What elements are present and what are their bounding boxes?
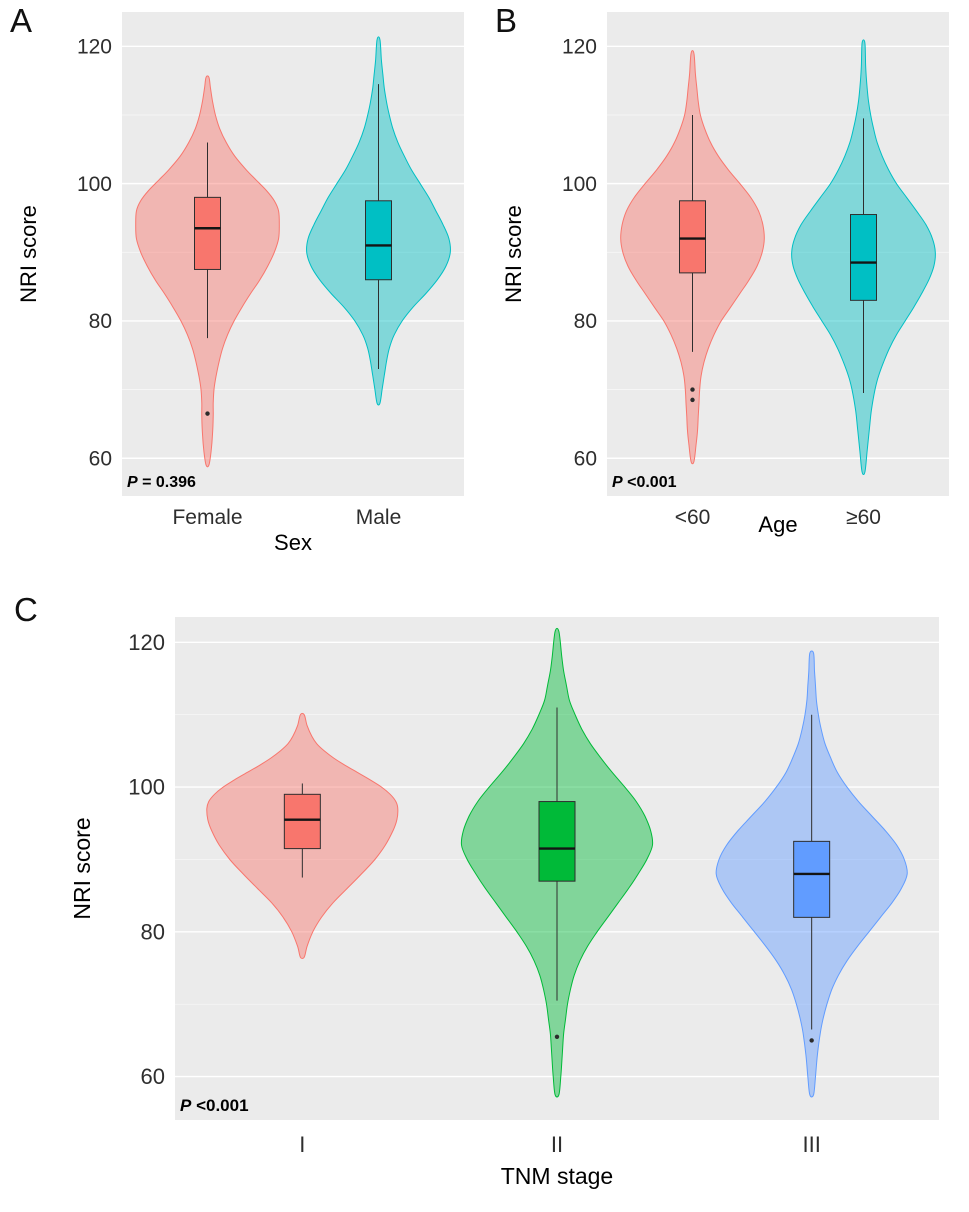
outlier-point bbox=[554, 1034, 560, 1039]
plot-background bbox=[607, 12, 949, 496]
p-value-label: P <0.001 bbox=[180, 1096, 249, 1115]
p-value-label: P = 0.396 bbox=[127, 474, 196, 491]
x-tick-label: Male bbox=[356, 506, 402, 529]
y-tick-label: 100 bbox=[128, 775, 165, 800]
y-tick-label: 60 bbox=[89, 447, 112, 470]
x-tick-label: II bbox=[551, 1132, 563, 1157]
box-≥60 bbox=[850, 214, 877, 301]
p-value-label: P <0.001 bbox=[612, 474, 677, 491]
x-tick-label: ≥60 bbox=[846, 506, 881, 529]
x-tick-label: <60 bbox=[675, 506, 711, 529]
outlier-point bbox=[690, 387, 695, 392]
outlier-point bbox=[690, 397, 695, 403]
box-<60 bbox=[679, 200, 706, 274]
y-axis-title: NRI score bbox=[16, 205, 41, 303]
violin-plot-age: <60 ≥60 60 80 100 120 NRI score Age P <0.001 bbox=[501, 12, 949, 537]
panel-C: I II III 60 80 100 120 NRI score TNM stage P <0.0… bbox=[0, 575, 969, 1212]
y-tick-label: 80 bbox=[141, 919, 165, 944]
y-tick-label: 120 bbox=[77, 35, 112, 58]
y-tick-label: 120 bbox=[562, 35, 597, 58]
outlier-point bbox=[205, 411, 210, 416]
plot-background bbox=[122, 12, 464, 496]
x-tick-label: III bbox=[802, 1132, 820, 1157]
y-tick-label: 60 bbox=[141, 1064, 165, 1089]
y-tick-label: 120 bbox=[128, 630, 165, 655]
panel-B: <60 ≥60 60 80 100 120 NRI score Age P <0.001 B bbox=[485, 0, 969, 570]
box-III bbox=[793, 840, 831, 918]
y-tick-label: 100 bbox=[562, 173, 597, 196]
violin-plot-sex: Female Male 60 80 100 120 NRI score Sex P = 0.39… bbox=[16, 12, 464, 555]
box-II bbox=[538, 801, 576, 882]
box-Female bbox=[194, 196, 221, 270]
panel-letter-B: B bbox=[495, 2, 518, 39]
panel-A: Female Male 60 80 100 120 NRI score Sex P = 0.39… bbox=[0, 0, 484, 570]
outlier-point bbox=[809, 1038, 814, 1043]
box-I bbox=[283, 793, 321, 850]
box-Male bbox=[365, 200, 392, 281]
gridlines bbox=[122, 45, 464, 459]
y-axis-title: NRI score bbox=[501, 205, 526, 303]
x-tick-label: Female bbox=[172, 506, 242, 529]
panel-letter-A: A bbox=[10, 2, 33, 39]
x-axis-title: Age bbox=[758, 512, 797, 537]
x-tick-label: I bbox=[299, 1132, 305, 1157]
y-tick-label: 100 bbox=[77, 173, 112, 196]
y-tick-label: 80 bbox=[89, 310, 112, 333]
x-axis-title: TNM stage bbox=[501, 1163, 613, 1189]
x-axis-title: Sex bbox=[274, 530, 312, 555]
y-tick-label: 60 bbox=[574, 447, 597, 470]
panel-letter-C: C bbox=[14, 591, 38, 628]
y-axis-title: NRI score bbox=[69, 817, 95, 919]
y-tick-label: 80 bbox=[574, 310, 597, 333]
